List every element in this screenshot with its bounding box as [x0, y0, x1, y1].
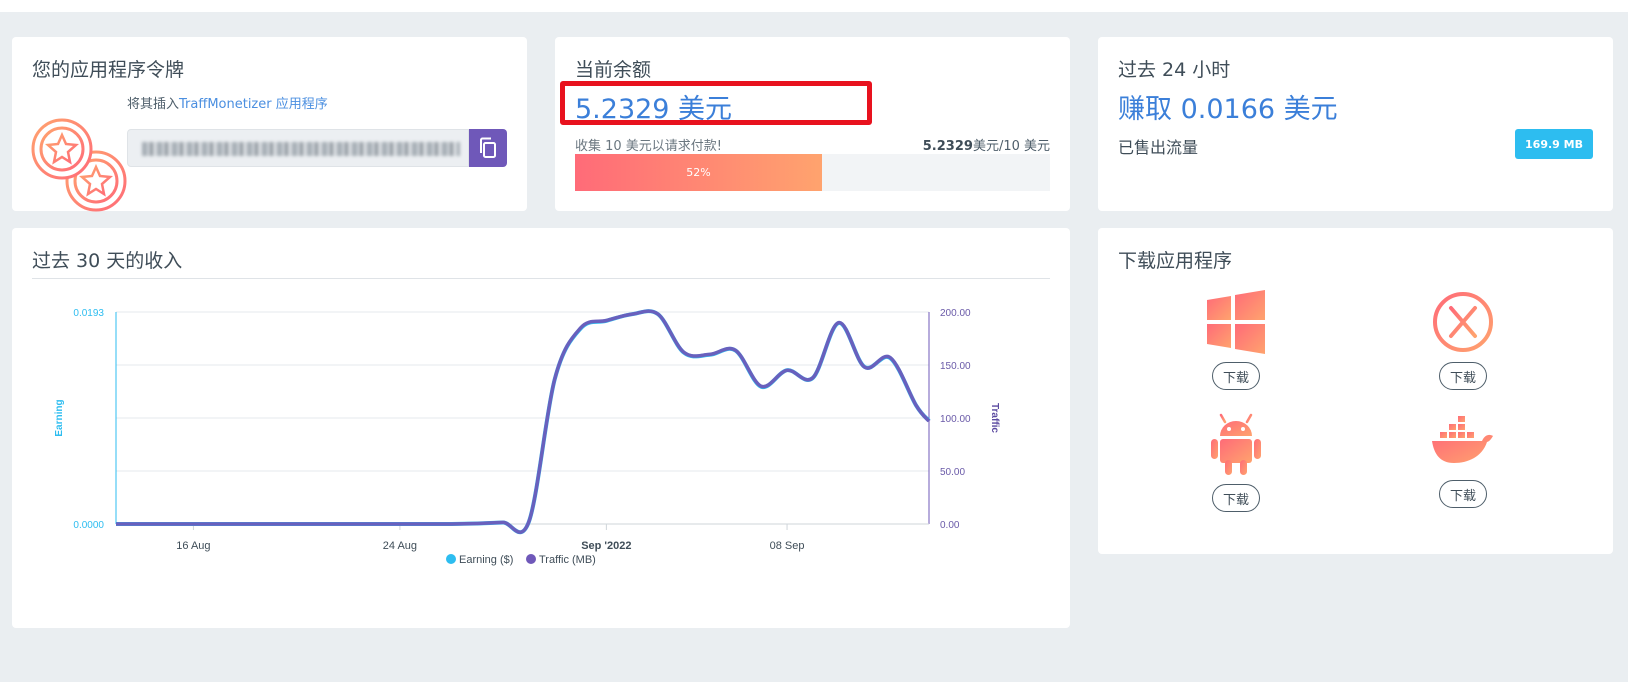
progress-amount-suffix: 美元/10 美元: [972, 139, 1050, 154]
left-axis-title: Earning: [54, 399, 65, 436]
token-input[interactable]: [127, 129, 469, 167]
card-title: 过去 30 天的收入: [32, 250, 183, 272]
x-tick-label: Sep '2022: [581, 540, 631, 552]
card-title: 过去 24 小时: [1118, 59, 1231, 81]
coins-icon: [31, 118, 127, 212]
docker-icon: [1432, 416, 1493, 463]
download-android-button[interactable]: 下载: [1211, 484, 1260, 512]
download-item-docker: 下载: [1418, 412, 1508, 508]
earned-value: 赚取 0.0166 美元: [1118, 94, 1338, 125]
progress-amount: 5.2329美元/10 美元: [923, 135, 1050, 154]
download-docker-button[interactable]: 下载: [1438, 480, 1487, 508]
card-title: 当前余额: [575, 59, 652, 81]
download-item-windows: 下载: [1191, 290, 1281, 390]
payout-progress-bar: 52%: [575, 154, 1050, 191]
balance-value: 5.2329 美元: [575, 94, 733, 125]
app-token-card: 您的应用程序令牌 将其插入TraffMonetizer 应用程序: [12, 37, 527, 212]
legend-label-earning: Earning ($): [459, 554, 513, 566]
income-30-days-card: 过去 30 天的收入 0.0193 0.0000 200.00 150.00 100.0…: [12, 228, 1070, 628]
copy-icon: [480, 137, 496, 158]
token-hint-prefix: 将其插入: [127, 97, 180, 112]
progress-amount-value: 5.2329: [922, 139, 973, 154]
card-title: 下载应用程序: [1118, 250, 1233, 272]
right-axis-tick-label: 200.00: [940, 308, 971, 319]
legend-marker-earning: [446, 554, 456, 564]
copy-token-button[interactable]: [469, 129, 507, 167]
right-axis-title: Traffic: [989, 403, 1000, 433]
x-tick-label: 24 Aug: [383, 540, 417, 552]
download-item-android: 下载: [1191, 412, 1281, 512]
payout-progress-fill: 52%: [575, 154, 822, 191]
right-axis-tick-label: 0.00: [940, 520, 960, 531]
android-icon: [1211, 413, 1261, 475]
income-chart: 0.0193 0.0000 200.00 150.00 100.00 50.00 0.00 E…: [54, 308, 1000, 566]
current-balance-card: 当前余额 5.2329 美元 收集 10 美元以请求付款! 5.2329美元/1…: [555, 37, 1070, 211]
earning-series-line: [116, 309, 931, 535]
token-hint: 将其插入TraffMonetizer 应用程序: [127, 93, 328, 112]
traffic-sold-badge: 169.9 MB: [1515, 129, 1593, 159]
traffic-sold-label: 已售出流量: [1118, 138, 1199, 157]
download-item-other: 下载: [1418, 290, 1508, 390]
windows-icon: [1207, 290, 1265, 354]
x-circle-icon: [1433, 292, 1493, 352]
traffmonetizer-app-link[interactable]: TraffMonetizer 应用程序: [179, 97, 328, 112]
download-apps-card: 下载应用程序 下载 下载: [1098, 228, 1613, 554]
collect-hint: 收集 10 美元以请求付款!: [575, 139, 723, 154]
right-axis-tick-label: 100.00: [940, 414, 971, 425]
card-title: 您的应用程序令牌: [32, 59, 185, 81]
x-tick-label: 16 Aug: [176, 540, 210, 552]
left-axis-tick-label: 0.0000: [73, 520, 104, 531]
traffic-series-line: [116, 309, 931, 534]
left-axis-tick-label: 0.0193: [73, 308, 104, 319]
legend-label-traffic: Traffic (MB): [539, 554, 596, 566]
title-divider: [32, 278, 1050, 279]
download-windows-button[interactable]: 下载: [1211, 362, 1260, 390]
top-bar: [0, 0, 1628, 12]
token-value-blurred: [142, 142, 460, 156]
right-axis-tick-label: 50.00: [940, 467, 965, 478]
balance-highlight-box: [560, 81, 872, 125]
last-24h-card: 过去 24 小时 赚取 0.0166 美元 已售出流量 169.9 MB: [1098, 37, 1613, 211]
right-axis-tick-label: 150.00: [940, 361, 971, 372]
x-tick-label: 08 Sep: [770, 540, 805, 552]
legend-marker-traffic: [526, 554, 536, 564]
download-other-button[interactable]: 下载: [1438, 362, 1487, 390]
